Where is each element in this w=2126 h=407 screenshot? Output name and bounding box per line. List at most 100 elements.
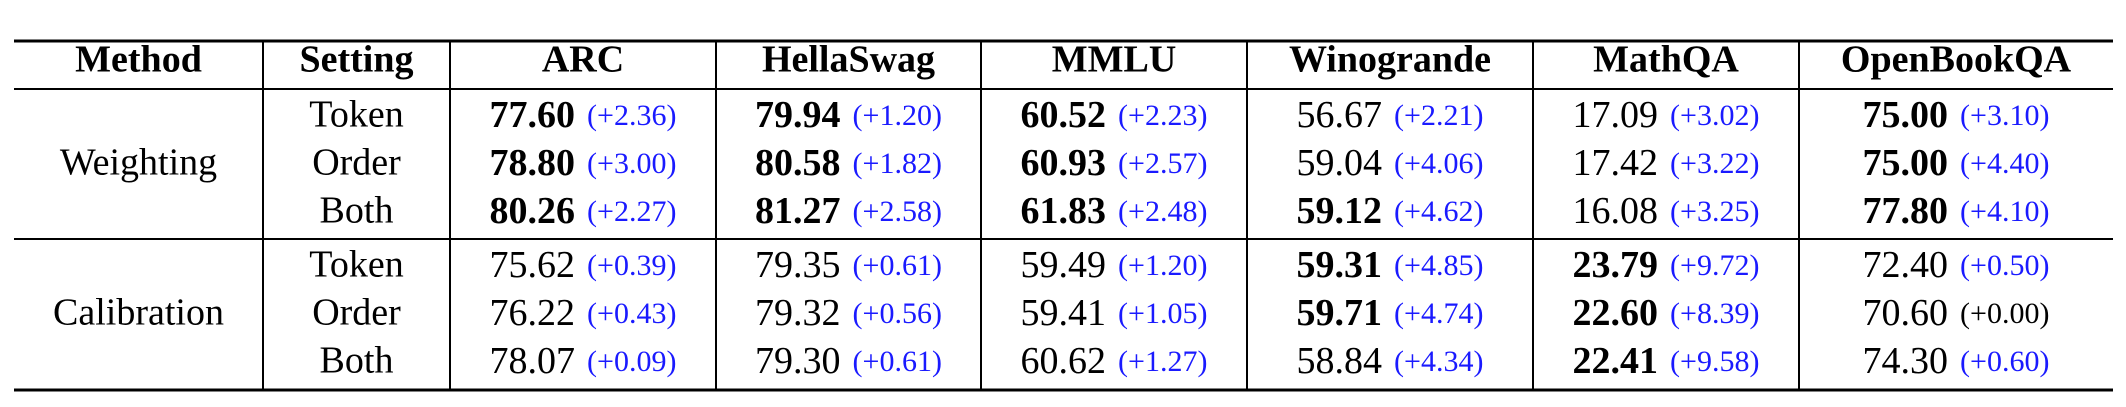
score-delta: (+4.34) <box>1394 345 1483 378</box>
score-value: 72.40 <box>1863 244 1949 286</box>
score-value: 60.52 <box>1021 94 1107 136</box>
score-delta: (+0.09) <box>587 345 676 378</box>
score-cell: 78.80 (+3.00) <box>490 142 677 184</box>
score-delta: (+0.43) <box>587 297 676 330</box>
score-value: 56.67 <box>1297 94 1383 136</box>
score-cell: 17.09 (+3.02) <box>1573 94 1760 136</box>
score-delta: (+3.02) <box>1670 99 1759 132</box>
score-cell: 59.31 (+4.85) <box>1297 244 1484 286</box>
score-value: 60.93 <box>1021 142 1107 184</box>
score-delta: (+1.20) <box>853 99 942 132</box>
score-value: 58.84 <box>1297 340 1383 382</box>
method-label: Weighting <box>60 142 217 184</box>
score-cell: 61.83 (+2.48) <box>1021 190 1208 232</box>
score-cell: 59.04 (+4.06) <box>1297 142 1484 184</box>
column-header: ARC <box>542 39 624 81</box>
score-value: 78.80 <box>490 142 576 184</box>
score-delta: (+3.10) <box>1960 99 2049 132</box>
score-value: 81.27 <box>755 190 841 232</box>
score-cell: 59.71 (+4.74) <box>1297 292 1484 334</box>
score-value: 22.41 <box>1573 340 1659 382</box>
column-header: HellaSwag <box>762 39 935 81</box>
score-value: 79.94 <box>755 94 841 136</box>
score-cell: 22.60 (+8.39) <box>1573 292 1760 334</box>
score-value: 59.49 <box>1021 244 1107 286</box>
score-value: 75.00 <box>1863 94 1949 136</box>
score-delta: (+1.05) <box>1118 297 1207 330</box>
score-value: 74.30 <box>1863 340 1949 382</box>
score-delta: (+2.48) <box>1118 195 1207 228</box>
score-cell: 78.07 (+0.09) <box>490 340 677 382</box>
score-delta: (+0.00) <box>1960 297 2049 330</box>
score-value: 79.30 <box>755 340 841 382</box>
score-delta: (+2.58) <box>853 195 942 228</box>
score-value: 59.04 <box>1297 142 1383 184</box>
score-cell: 60.62 (+1.27) <box>1021 340 1208 382</box>
column-header: Setting <box>300 39 414 81</box>
score-cell: 60.52 (+2.23) <box>1021 94 1208 136</box>
score-delta: (+4.06) <box>1394 147 1483 180</box>
score-value: 17.09 <box>1573 94 1659 136</box>
score-delta: (+0.56) <box>853 297 942 330</box>
score-delta: (+8.39) <box>1670 297 1759 330</box>
score-delta: (+9.72) <box>1670 249 1759 282</box>
score-value: 61.83 <box>1021 190 1107 232</box>
score-cell: 77.80 (+4.10) <box>1863 190 2050 232</box>
score-cell: 72.40 (+0.50) <box>1863 244 2050 286</box>
score-cell: 22.41 (+9.58) <box>1573 340 1760 382</box>
score-delta: (+0.61) <box>853 345 942 378</box>
score-cell: 59.41 (+1.05) <box>1021 292 1208 334</box>
score-delta: (+1.27) <box>1118 345 1207 378</box>
score-cell: 79.35 (+0.61) <box>755 244 942 286</box>
score-cell: 60.93 (+2.57) <box>1021 142 1208 184</box>
score-value: 22.60 <box>1573 292 1659 334</box>
score-cell: 75.00 (+4.40) <box>1863 142 2050 184</box>
score-cell: 74.30 (+0.60) <box>1863 340 2050 382</box>
score-cell: 81.27 (+2.58) <box>755 190 942 232</box>
score-value: 77.80 <box>1863 190 1949 232</box>
score-value: 70.60 <box>1863 292 1949 334</box>
score-value: 16.08 <box>1573 190 1659 232</box>
score-value: 59.12 <box>1297 190 1383 232</box>
score-cell: 75.00 (+3.10) <box>1863 94 2050 136</box>
score-cell: 75.62 (+0.39) <box>490 244 677 286</box>
score-value: 79.35 <box>755 244 841 286</box>
score-delta: (+0.39) <box>587 249 676 282</box>
score-delta: (+3.00) <box>587 147 676 180</box>
score-delta: (+3.22) <box>1670 147 1759 180</box>
score-value: 59.41 <box>1021 292 1107 334</box>
score-cell: 17.42 (+3.22) <box>1573 142 1760 184</box>
score-cell: 16.08 (+3.25) <box>1573 190 1760 232</box>
score-delta: (+2.21) <box>1394 99 1483 132</box>
score-delta: (+1.20) <box>1118 249 1207 282</box>
setting-label: Both <box>320 190 394 232</box>
score-cell: 23.79 (+9.72) <box>1573 244 1760 286</box>
score-cell: 79.30 (+0.61) <box>755 340 942 382</box>
score-cell: 56.67 (+2.21) <box>1297 94 1484 136</box>
score-value: 76.22 <box>490 292 576 334</box>
column-header: MMLU <box>1052 39 1177 81</box>
score-delta: (+4.85) <box>1394 249 1483 282</box>
score-delta: (+4.74) <box>1394 297 1483 330</box>
setting-label: Order <box>312 292 401 334</box>
score-value: 23.79 <box>1573 244 1659 286</box>
score-cell: 58.84 (+4.34) <box>1297 340 1484 382</box>
score-value: 59.31 <box>1297 244 1383 286</box>
score-delta: (+0.50) <box>1960 249 2049 282</box>
score-value: 60.62 <box>1021 340 1107 382</box>
score-cell: 80.26 (+2.27) <box>490 190 677 232</box>
score-delta: (+2.36) <box>587 99 676 132</box>
score-delta: (+4.62) <box>1394 195 1483 228</box>
score-value: 80.26 <box>490 190 576 232</box>
score-delta: (+9.58) <box>1670 345 1759 378</box>
score-value: 75.00 <box>1863 142 1949 184</box>
setting-label: Both <box>320 340 394 382</box>
column-header: Method <box>75 39 202 81</box>
column-header: OpenBookQA <box>1841 39 2072 81</box>
score-cell: 70.60 (+0.00) <box>1863 292 2050 334</box>
setting-label: Order <box>312 142 401 184</box>
score-value: 79.32 <box>755 292 841 334</box>
score-delta: (+2.23) <box>1118 99 1207 132</box>
column-header: MathQA <box>1593 39 1739 81</box>
setting-label: Token <box>309 94 403 136</box>
